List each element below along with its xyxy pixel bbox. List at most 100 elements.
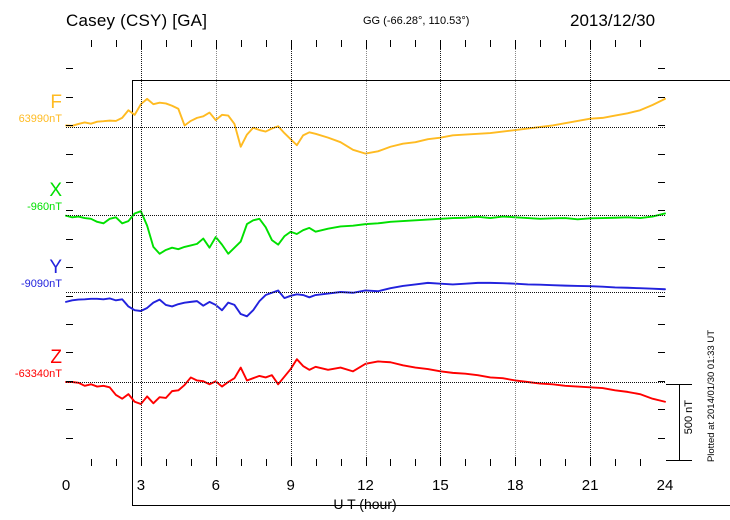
x-axis-tick-hour-10 bbox=[315, 40, 317, 47]
y-axis-tick bbox=[66, 324, 73, 325]
trace-F bbox=[65, 97, 666, 155]
y-axis-tick bbox=[658, 352, 665, 354]
x-axis-tick-hour-6 bbox=[215, 457, 217, 466]
component-label-F: F 63990nT bbox=[0, 93, 62, 126]
component-letter-Z: Z bbox=[50, 347, 62, 368]
y-axis-tick bbox=[658, 68, 665, 70]
y-axis-tick bbox=[66, 267, 73, 269]
x-axis-tick-hour-5 bbox=[190, 40, 192, 47]
x-axis-tick-hour-14 bbox=[415, 459, 417, 466]
x-axis-tick-hour-10 bbox=[315, 459, 317, 466]
x-axis-tick-hour-13 bbox=[390, 459, 392, 466]
component-label-X: X -960nT bbox=[0, 181, 62, 214]
component-baseline-value-Z: -63340nT bbox=[14, 368, 62, 380]
scale-bar-label: 500 nT bbox=[683, 400, 695, 435]
y-axis-tick bbox=[66, 295, 73, 297]
trace-X bbox=[65, 210, 666, 255]
x-axis-tick-hour-18 bbox=[515, 40, 517, 49]
component-label-Z: Z -63340nT bbox=[0, 348, 62, 381]
gridline-hour-3 bbox=[140, 40, 142, 466]
y-axis-tick bbox=[658, 182, 665, 183]
x-tick-label-9: 9 bbox=[286, 477, 295, 494]
x-axis-tick-hour-14 bbox=[415, 40, 417, 47]
component-baseline-value-Y: -9090nT bbox=[21, 278, 62, 290]
x-axis-tick-hour-3 bbox=[140, 457, 142, 466]
scale-bar-top-cap bbox=[666, 384, 692, 385]
y-axis-tick bbox=[658, 267, 665, 269]
trace-layer bbox=[65, 97, 666, 405]
x-axis-tick-hour-5 bbox=[190, 459, 192, 466]
y-axis-tick bbox=[66, 210, 73, 212]
x-axis-tick-hour-19 bbox=[540, 459, 542, 466]
x-axis-tick-hour-20 bbox=[565, 459, 567, 466]
x-axis-tick-hour-17 bbox=[490, 40, 492, 47]
trace-Y bbox=[65, 281, 666, 318]
y-axis-tick bbox=[66, 68, 73, 70]
gridline-hour-21 bbox=[590, 40, 592, 466]
observation-date: 2013/12/30 bbox=[570, 11, 656, 30]
y-axis-tick bbox=[658, 295, 665, 297]
x-tick-label-12: 12 bbox=[357, 477, 374, 494]
x-axis-tick-hour-18 bbox=[515, 457, 517, 466]
x-tick-label-24: 24 bbox=[656, 477, 674, 494]
plot-frame bbox=[132, 80, 730, 506]
y-axis-tick bbox=[658, 96, 665, 98]
x-axis-tick-hour-8 bbox=[265, 40, 267, 47]
component-baseline-value-X: -960nT bbox=[27, 201, 62, 213]
gridline-hour-9 bbox=[290, 40, 292, 466]
x-axis-tick-hour-21 bbox=[590, 40, 592, 49]
gridline-hour-12 bbox=[365, 40, 367, 466]
y-axis-tick bbox=[658, 238, 665, 240]
y-axis-tick bbox=[658, 380, 665, 382]
x-axis-tick-hour-3 bbox=[140, 40, 142, 49]
component-baseline-value-F: 63990nT bbox=[18, 113, 62, 125]
component-label-Y: Y -9090nT bbox=[0, 258, 62, 291]
x-axis-tick-hour-22 bbox=[615, 40, 617, 47]
x-axis-tick-hour-13 bbox=[390, 40, 392, 47]
y-axis-tick bbox=[66, 380, 73, 382]
y-axis-tick bbox=[66, 125, 73, 127]
gridline-hour-6 bbox=[215, 40, 217, 466]
gridline-hour-18 bbox=[515, 40, 517, 466]
x-tick-label-18: 18 bbox=[506, 477, 524, 494]
component-letter-F: F bbox=[50, 92, 62, 113]
x-axis-tick-hour-7 bbox=[240, 459, 242, 466]
x-axis-tick-hour-16 bbox=[465, 459, 467, 466]
x-axis-tick-hour-7 bbox=[240, 40, 242, 47]
x-axis-tick-hour-11 bbox=[340, 459, 342, 466]
geographic-coordinates: GG (-66.28°, 110.53°) bbox=[363, 15, 470, 27]
y-axis-tick bbox=[658, 409, 665, 411]
x-tick-label-0: 0 bbox=[61, 477, 71, 494]
x-axis-tick-hour-15 bbox=[440, 457, 442, 466]
x-axis-tick-hour-9 bbox=[290, 40, 292, 49]
y-axis-tick bbox=[658, 324, 665, 325]
y-axis-tick bbox=[658, 125, 665, 127]
component-letter-Y: Y bbox=[49, 257, 62, 278]
component-letter-X: X bbox=[49, 180, 62, 201]
trace-Z bbox=[65, 358, 666, 405]
y-axis-tick bbox=[66, 96, 73, 98]
y-axis-tick bbox=[66, 437, 73, 439]
x-axis-tick-hour-2 bbox=[115, 40, 117, 47]
y-axis-tick bbox=[66, 182, 73, 183]
x-axis-tick-hour-19 bbox=[540, 40, 542, 47]
y-axis-tick bbox=[66, 238, 73, 240]
y-axis-tick bbox=[66, 352, 73, 354]
x-axis-tick-hour-1 bbox=[90, 40, 92, 47]
x-axis-tick-hour-12 bbox=[365, 457, 367, 466]
scale-bar-line bbox=[679, 384, 680, 460]
scale-bar-bottom-cap bbox=[666, 460, 692, 461]
x-tick-label-3: 3 bbox=[136, 477, 146, 494]
x-axis-tick-hour-17 bbox=[490, 459, 492, 466]
baseline-F bbox=[66, 127, 665, 128]
x-axis-tick-hour-2 bbox=[115, 459, 117, 466]
x-axis-tick-hour-8 bbox=[265, 459, 267, 466]
x-tick-label-21: 21 bbox=[581, 477, 599, 494]
x-axis-tick-hour-15 bbox=[440, 40, 442, 49]
y-axis-tick bbox=[66, 153, 73, 155]
y-axis-tick bbox=[66, 409, 73, 411]
baseline-Y bbox=[66, 292, 665, 293]
x-tick-label-6: 6 bbox=[211, 477, 220, 494]
x-axis-tick-hour-1 bbox=[90, 459, 92, 466]
